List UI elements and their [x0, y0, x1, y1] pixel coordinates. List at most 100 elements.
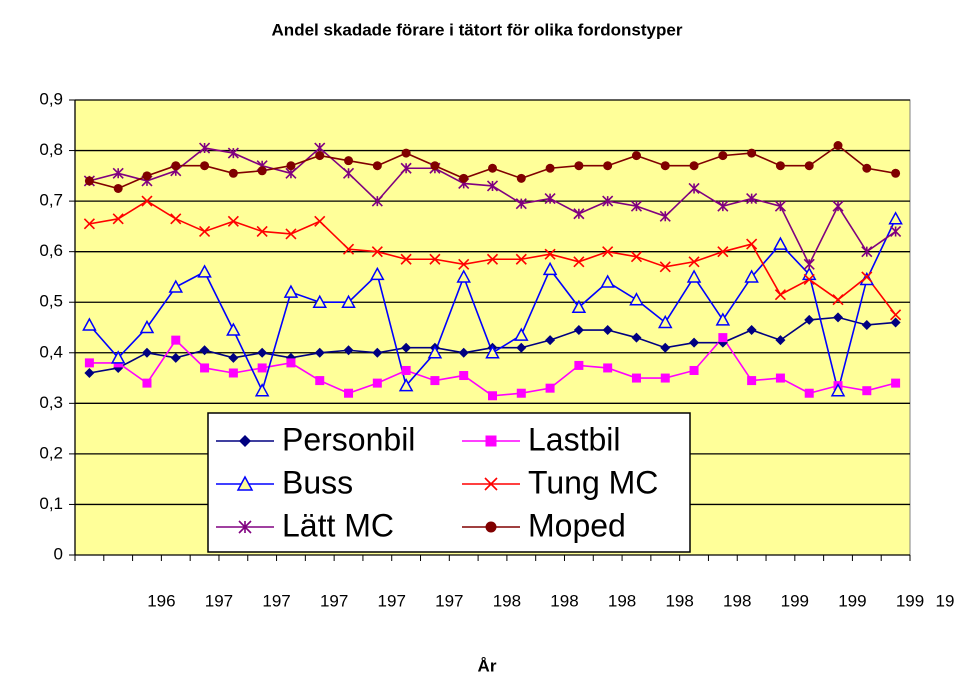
legend-label: Tung MC — [528, 464, 658, 500]
marker — [227, 215, 239, 227]
marker — [456, 269, 471, 283]
x-tick-label: 198 — [550, 591, 578, 610]
marker — [718, 333, 728, 343]
marker — [257, 347, 268, 358]
marker — [603, 161, 613, 171]
marker — [84, 358, 94, 368]
marker — [342, 167, 355, 179]
marker — [171, 161, 181, 171]
marker — [427, 345, 443, 359]
y-tick-label: 0,8 — [39, 140, 63, 159]
marker — [516, 342, 527, 353]
marker — [891, 378, 901, 388]
marker — [112, 167, 124, 179]
legend-label: Buss — [282, 464, 353, 500]
x-tick-label: 19 — [936, 591, 955, 610]
y-tick-label: 0 — [54, 544, 63, 563]
marker — [485, 521, 497, 533]
marker — [315, 151, 325, 161]
x-tick-label: 199 — [838, 591, 866, 610]
marker — [458, 347, 469, 358]
marker — [314, 347, 325, 358]
marker — [142, 378, 152, 388]
marker — [83, 218, 95, 230]
x-tick-label: 197 — [205, 591, 233, 610]
marker — [459, 371, 469, 381]
marker — [746, 238, 758, 250]
marker — [488, 163, 497, 173]
marker — [227, 147, 239, 159]
marker — [746, 193, 758, 205]
marker — [141, 195, 153, 207]
marker — [370, 266, 385, 281]
legend-label: Lastbil — [528, 421, 621, 457]
marker — [803, 258, 815, 270]
marker — [890, 317, 901, 328]
marker — [544, 248, 556, 260]
marker — [400, 253, 412, 265]
marker — [168, 279, 184, 293]
x-tick-label: 198 — [493, 591, 521, 610]
x-tick-label: 198 — [665, 591, 693, 610]
marker — [746, 325, 757, 336]
x-tick-label: 199 — [781, 591, 809, 610]
marker — [657, 314, 673, 329]
marker — [286, 358, 296, 368]
marker — [861, 271, 873, 283]
marker — [430, 376, 440, 386]
marker — [372, 378, 382, 388]
x-tick-label: 197 — [262, 591, 290, 610]
marker — [257, 166, 267, 176]
marker — [236, 475, 254, 491]
y-tick-label: 0,3 — [39, 393, 63, 412]
marker — [486, 180, 499, 192]
marker — [747, 376, 757, 386]
marker — [516, 388, 526, 398]
marker — [82, 317, 97, 331]
marker — [891, 168, 901, 178]
marker — [459, 173, 469, 183]
marker — [398, 378, 414, 392]
marker — [890, 309, 902, 321]
marker — [862, 163, 872, 173]
marker — [257, 363, 267, 373]
marker — [344, 156, 354, 166]
marker — [401, 148, 411, 158]
marker — [888, 211, 903, 225]
y-tick-label: 0,6 — [39, 241, 63, 260]
x-tick-label: 197 — [320, 591, 348, 610]
x-tick-label: 198 — [608, 591, 636, 610]
marker — [141, 347, 152, 358]
marker — [283, 284, 299, 298]
marker — [747, 148, 757, 158]
marker — [200, 161, 210, 171]
marker — [659, 261, 671, 273]
marker — [804, 161, 814, 171]
marker — [832, 294, 844, 306]
marker — [228, 352, 239, 363]
marker — [84, 176, 94, 186]
marker — [804, 388, 814, 398]
legend-label: Moped — [528, 507, 626, 543]
marker — [717, 200, 729, 212]
marker — [488, 391, 497, 401]
marker — [84, 368, 95, 378]
x-tick-label: 199 — [896, 591, 924, 610]
marker — [774, 289, 786, 301]
marker — [571, 299, 587, 314]
marker — [602, 195, 614, 207]
marker — [659, 210, 671, 222]
marker — [774, 200, 786, 212]
x-tick-label: 197 — [378, 591, 406, 610]
marker — [718, 151, 728, 161]
marker — [688, 256, 700, 268]
marker — [142, 171, 152, 181]
y-tick-label: 0,9 — [39, 89, 63, 108]
marker — [486, 253, 499, 265]
marker — [484, 477, 498, 491]
marker — [256, 225, 268, 238]
marker — [775, 335, 786, 346]
marker — [515, 198, 527, 210]
marker — [372, 347, 383, 358]
marker — [372, 161, 382, 171]
